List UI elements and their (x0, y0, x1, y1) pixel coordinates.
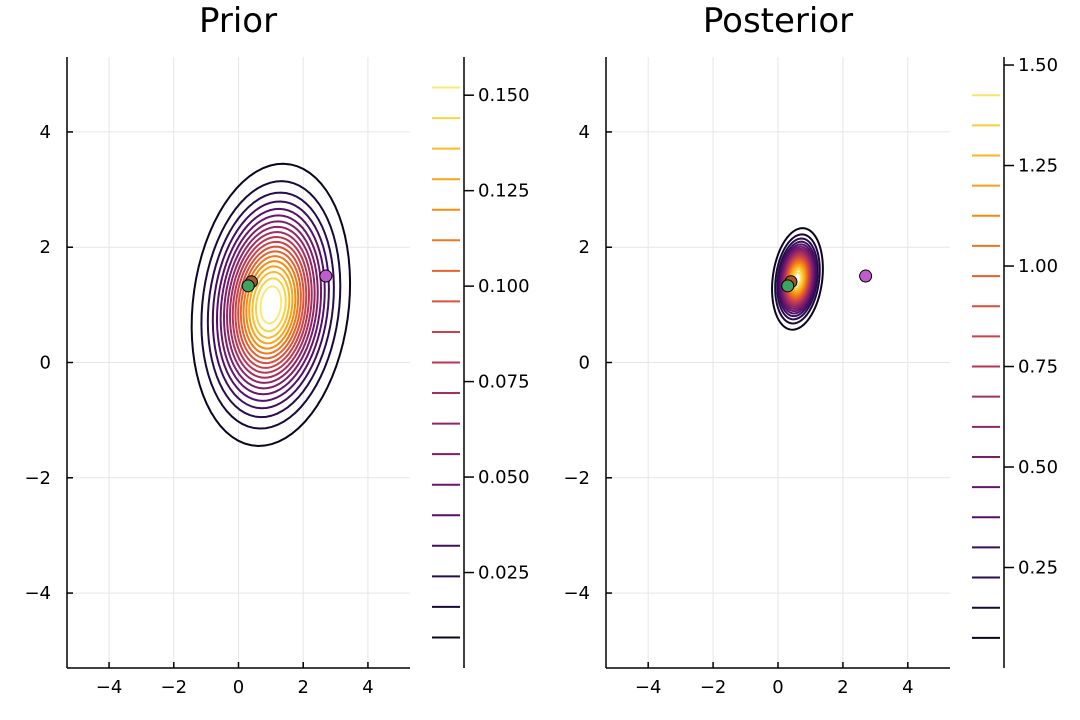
colorbar-tick-label: 0.25 (1018, 558, 1058, 579)
contour-line (248, 265, 294, 345)
colorbar-posterior: 0.25 0.50 0.75 1.00 1.25 1.50 (972, 55, 1058, 668)
panel-posterior: Posterior −4 −2 0 2 4 −4 −2 0 2 4 0.25 0.50 0.75 1.0… (563, 1, 1058, 698)
contour-line (791, 268, 804, 290)
x-tick-label: 2 (837, 677, 848, 698)
contour-line (245, 260, 297, 350)
x-tick-label: 2 (297, 677, 308, 698)
colorbar-tick-label: 1.50 (1018, 55, 1058, 76)
colorbar-tick-label: 0.050 (478, 467, 530, 488)
contours-prior (190, 162, 352, 447)
y-tick-label: −4 (24, 583, 51, 604)
x-tick-label: 0 (233, 677, 244, 698)
contour-line (237, 245, 305, 365)
colorbar-tick-label: 0.075 (478, 372, 530, 393)
contour-line (789, 264, 806, 294)
contour-line (234, 240, 308, 369)
data-point (781, 279, 795, 293)
colorbar-tick-label: 0.150 (478, 85, 530, 106)
axes-posterior: −4 −2 0 2 4 −4 −2 0 2 4 (563, 57, 950, 698)
x-tick-label: −4 (96, 677, 123, 698)
colorbar-tick-label: 1.00 (1018, 256, 1058, 277)
colorbar-prior: 0.025 0.050 0.075 0.100 0.125 0.150 (432, 57, 530, 668)
contour-line (200, 180, 342, 430)
y-tick-label: −2 (24, 468, 51, 489)
axes-prior: −4 −2 0 2 4 −4 −2 0 2 4 (24, 57, 410, 698)
data-point (859, 269, 873, 283)
contour-line (259, 285, 283, 325)
contour-line (255, 277, 287, 333)
contour-line (251, 270, 291, 339)
contour-line (226, 225, 316, 384)
x-tick-label: −4 (635, 677, 662, 698)
contour-line (771, 227, 824, 331)
contour-line (239, 250, 302, 360)
contour-line (780, 245, 815, 313)
x-tick-label: −2 (700, 677, 727, 698)
points-prior (241, 269, 333, 293)
points-posterior (781, 269, 873, 293)
contour-line (190, 162, 352, 447)
contour-line (774, 233, 821, 325)
contour-line (790, 266, 805, 292)
y-tick-label: −4 (563, 583, 590, 604)
contour-line (219, 214, 323, 396)
colorbar-tick-label: 0.125 (478, 181, 530, 202)
chart-title-posterior: Posterior (703, 1, 853, 41)
colorbar-tick-label: 0.75 (1018, 357, 1058, 378)
contour-line (215, 207, 326, 402)
data-point (319, 269, 333, 283)
grid-posterior (606, 57, 950, 668)
contour-line (779, 243, 816, 315)
colorbar-tick-label: 0.50 (1018, 457, 1058, 478)
y-tick-label: 0 (579, 353, 590, 374)
x-tick-label: −2 (161, 677, 188, 698)
grid-prior (67, 57, 410, 668)
chart-title-prior: Prior (199, 1, 277, 41)
contour-line (211, 200, 330, 410)
y-tick-label: 2 (579, 237, 590, 258)
panel-prior: Prior −4 −2 0 2 4 −4 −2 0 2 4 0.025 0.050 0.075 0.10… (24, 1, 529, 698)
x-tick-label: 4 (362, 677, 373, 698)
colorbar-tick-label: 0.025 (478, 563, 530, 584)
contour-line (206, 191, 335, 419)
y-tick-label: 4 (40, 122, 51, 143)
contour-line (776, 237, 819, 321)
data-point (241, 279, 255, 293)
y-tick-label: 2 (40, 237, 51, 258)
x-tick-label: 4 (902, 677, 913, 698)
colorbar-tick-label: 1.25 (1018, 156, 1058, 177)
contour-line (228, 231, 313, 379)
y-tick-label: 4 (579, 122, 590, 143)
contour-line (242, 255, 300, 355)
contour-line (231, 235, 310, 374)
contours-posterior (771, 227, 824, 331)
y-tick-label: 0 (40, 353, 51, 374)
x-tick-label: 0 (772, 677, 783, 698)
contour-line (777, 240, 818, 318)
y-tick-label: −2 (563, 468, 590, 489)
contour-line (222, 220, 319, 390)
colorbar-tick-label: 0.100 (478, 276, 530, 297)
